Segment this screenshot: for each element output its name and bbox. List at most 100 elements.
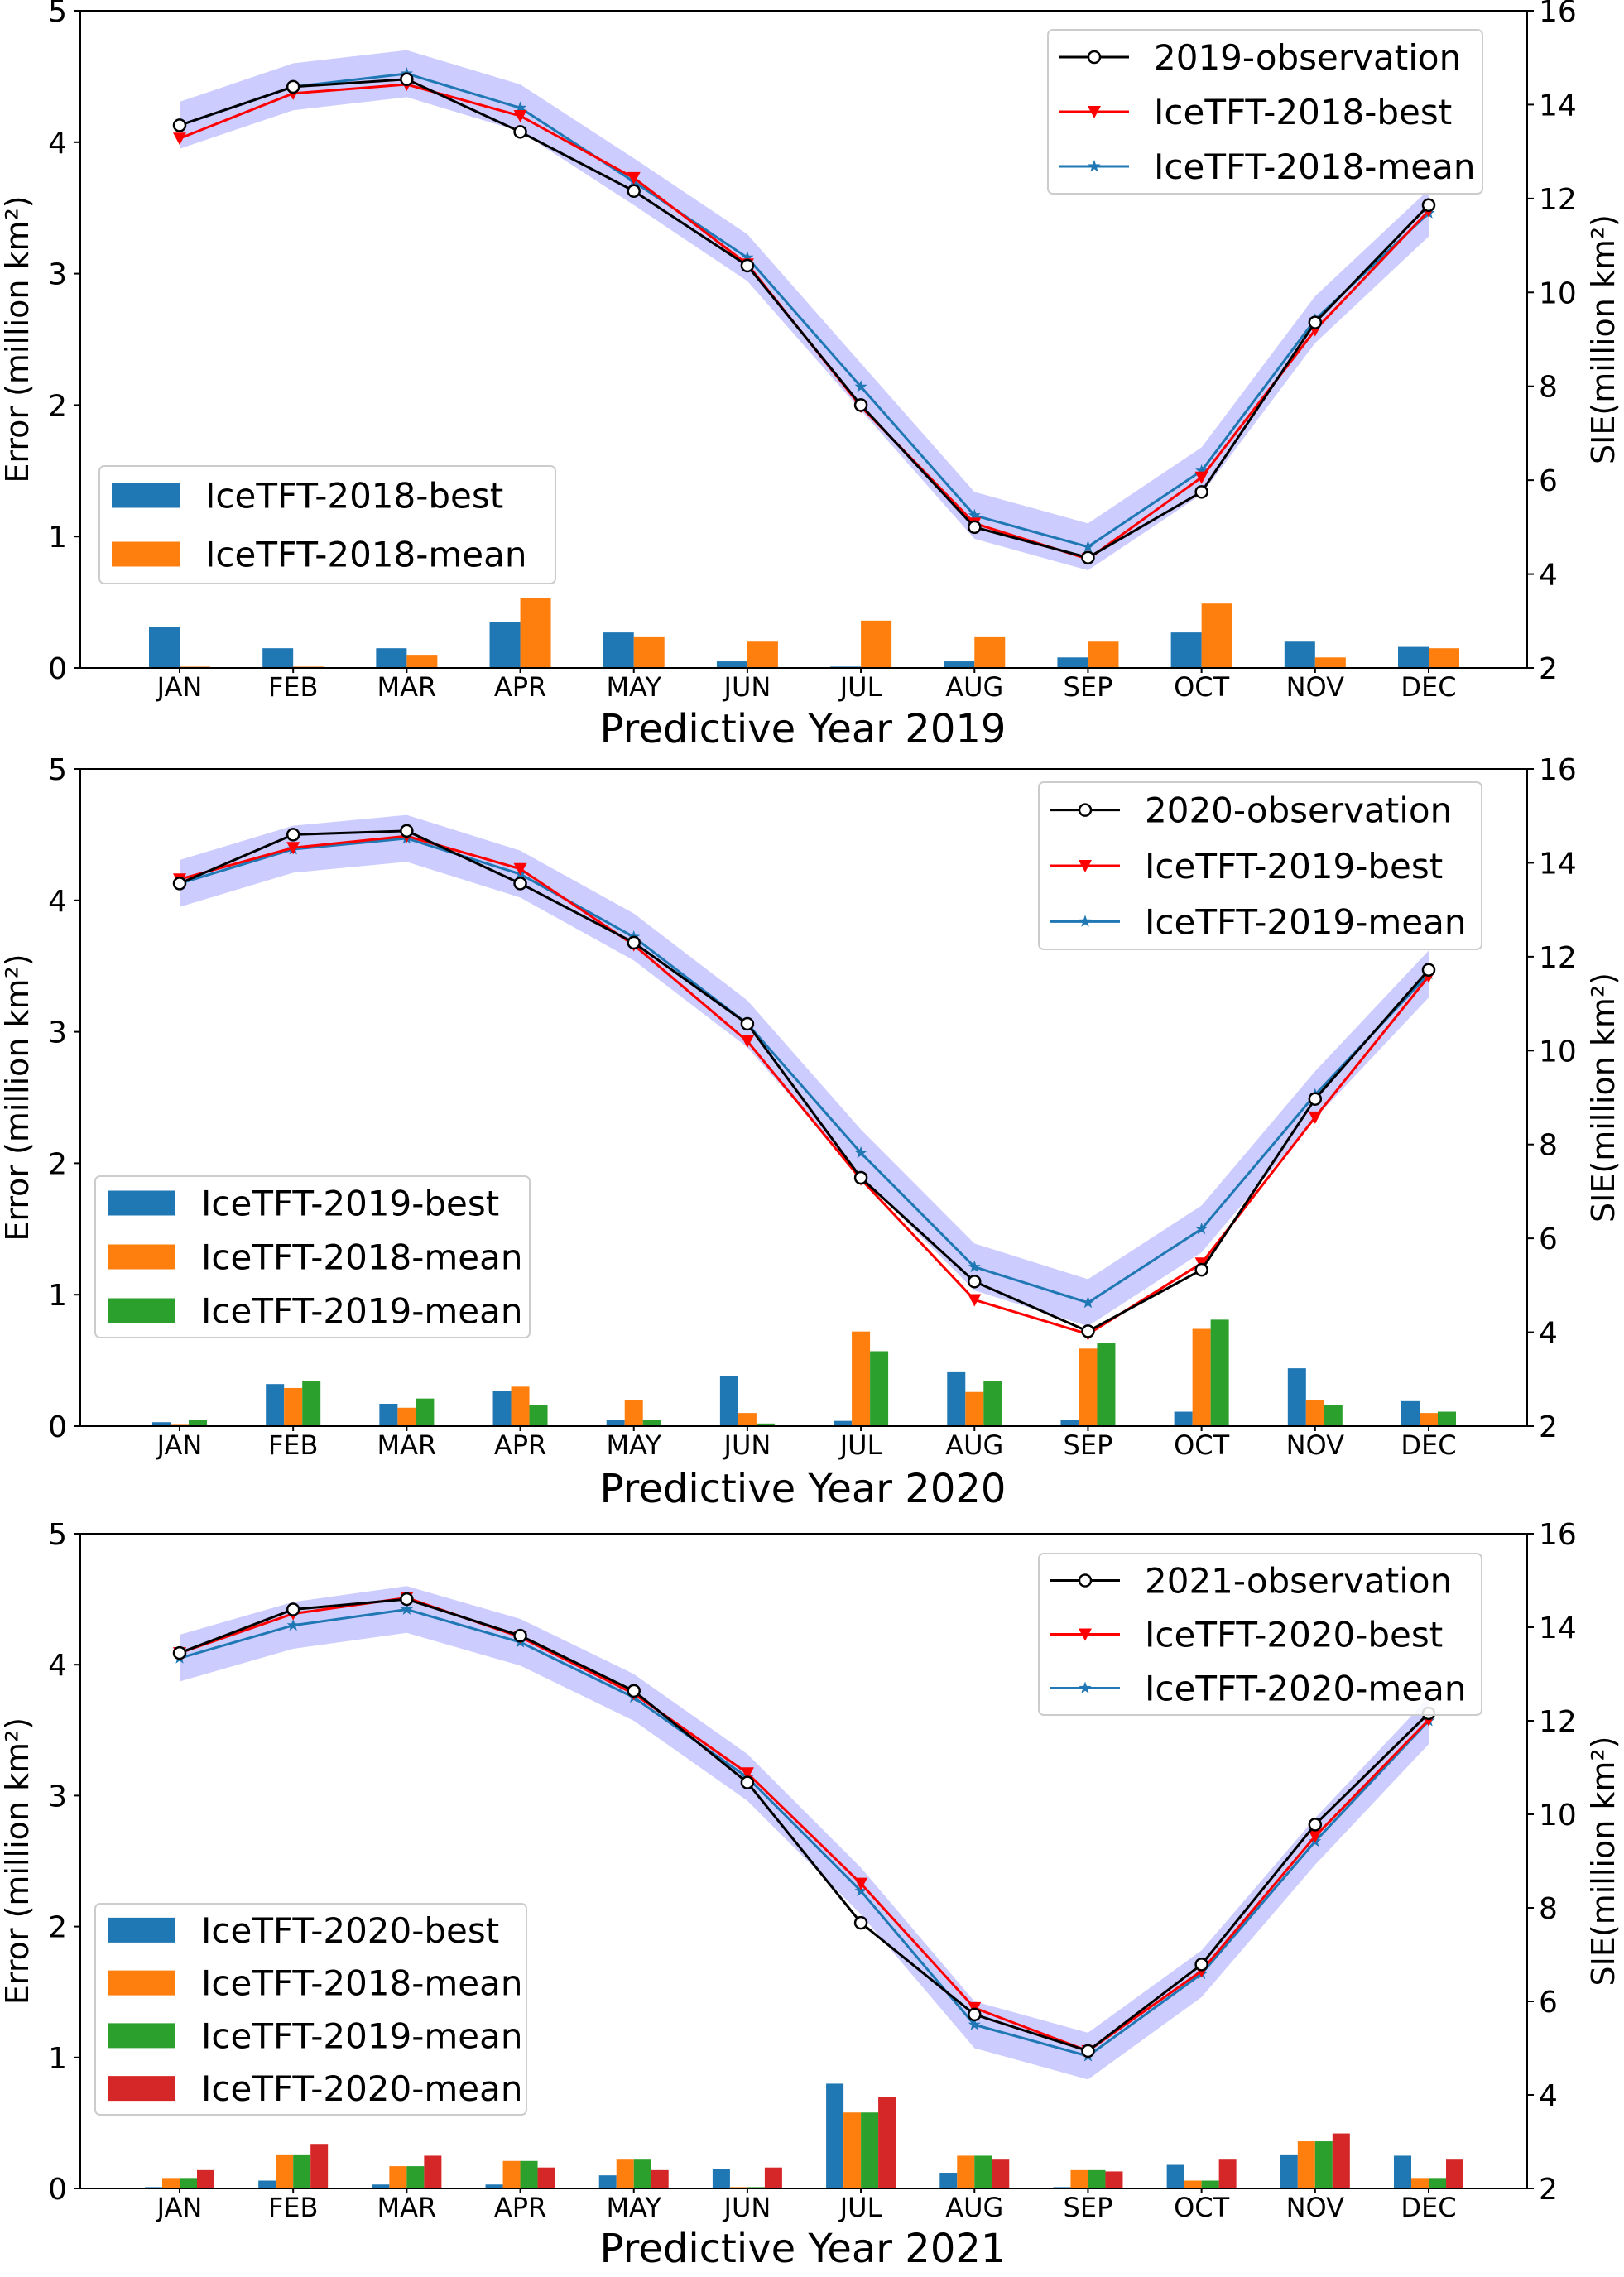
x-tick-label: NOV xyxy=(1286,671,1345,703)
right-axis-label: SIE(million km²) xyxy=(1585,973,1622,1223)
bar-legend: IceTFT-2020-best IceTFT-2018-mean IceTFT-2… xyxy=(94,1903,527,2116)
point-2021-observation-JUL xyxy=(853,1915,868,1930)
bar-IceTFT-2018-mean-DEC xyxy=(1429,648,1459,668)
bar-IceTFT-2019-best-JUL xyxy=(834,1420,853,1426)
bar-IceTFT-2019-mean-MAY xyxy=(633,2159,651,2188)
right-tick-label: 4 xyxy=(1539,559,1558,593)
x-tick-label: MAR xyxy=(377,1429,436,1461)
legend-label: IceTFT-2019-mean xyxy=(201,1291,523,1332)
bar-IceTFT-2019-mean-JAN xyxy=(180,2178,197,2188)
point-IceTFT-2020-mean-FEB xyxy=(286,1618,300,1631)
x-tick-label: SEP xyxy=(1064,671,1113,703)
legend-bar-swatch xyxy=(108,1244,175,1270)
bar-IceTFT-2018-best-MAR xyxy=(376,648,407,668)
x-tick-label: AUG xyxy=(945,2192,1003,2223)
point-2021-observation-FEB xyxy=(286,1602,300,1616)
legend-label: IceTFT-2018-best xyxy=(1154,92,1452,132)
legend-label: IceTFT-2018-mean xyxy=(201,1237,523,1278)
bar-IceTFT-2019-mean-MAY xyxy=(642,1420,661,1426)
bar-IceTFT-2019-mean-FEB xyxy=(302,1381,321,1426)
point-2020-observation-NOV xyxy=(1308,1092,1323,1106)
left-tick-label: 4 xyxy=(48,127,67,161)
x-tick-label: FEB xyxy=(268,671,319,703)
point-IceTFT-2020-mean-AUG xyxy=(968,2018,981,2030)
bar-IceTFT-2018-best-JAN xyxy=(149,627,180,668)
bar-IceTFT-2020-mean-DEC xyxy=(1446,2159,1463,2188)
right-tick-label: 12 xyxy=(1539,941,1577,975)
bar-IceTFT-2018-mean-DEC xyxy=(1411,2178,1429,2188)
point-IceTFT-2019-best-JUN xyxy=(740,1035,754,1048)
right-tick-label: 2 xyxy=(1539,652,1558,686)
x-tick-label: JUN xyxy=(723,2192,771,2223)
legend-label: IceTFT-2018-best xyxy=(205,476,503,516)
bar-IceTFT-2018-mean-SEP xyxy=(1070,2169,1088,2188)
point-2019-observation-OCT xyxy=(1194,485,1208,499)
legend-bar-swatch xyxy=(108,2023,175,2049)
x-tick-label: JUL xyxy=(838,671,882,703)
left-tick-label: 0 xyxy=(48,2173,67,2207)
bar-IceTFT-2018-mean-SEP xyxy=(1079,1348,1098,1426)
left-tick-label: 5 xyxy=(48,753,67,787)
bar-IceTFT-2018-mean-DEC xyxy=(1420,1413,1438,1426)
bar-IceTFT-2018-mean-JUL xyxy=(852,1331,871,1426)
right-tick-label: 4 xyxy=(1539,1317,1558,1351)
right-tick-label: 2 xyxy=(1539,2173,1558,2207)
point-IceTFT-2018-best-APR xyxy=(513,110,527,123)
legend-label: IceTFT-2019-mean xyxy=(1145,901,1467,942)
bar-IceTFT-2019-mean-DEC xyxy=(1429,2178,1446,2188)
bar-IceTFT-2020-best-MAY xyxy=(598,2175,617,2188)
point-2019-observation-JUN xyxy=(740,258,755,273)
bar-IceTFT-2020-best-MAR xyxy=(372,2184,390,2188)
right-tick-label: 14 xyxy=(1539,89,1577,122)
point-2021-observation-JUN xyxy=(740,1775,755,1789)
point-IceTFT-2020-best-JUN xyxy=(740,1767,754,1780)
bar-IceTFT-2018-mean-JUL xyxy=(843,2112,862,2188)
point-2019-observation-DEC xyxy=(1421,198,1436,213)
right-axis-label: SIE(million km²) xyxy=(1585,214,1622,464)
legend-label: IceTFT-2020-mean xyxy=(1145,1669,1467,1709)
legend-marker xyxy=(1079,915,1092,927)
bar-IceTFT-2019-mean-JAN xyxy=(189,1420,207,1426)
x-tick-label: JUL xyxy=(838,1429,882,1461)
bar-IceTFT-2019-mean-DEC xyxy=(1438,1411,1456,1426)
bar-IceTFT-2018-best-MAY xyxy=(603,632,634,668)
point-2021-observation-NOV xyxy=(1308,1818,1323,1832)
right-tick-label: 6 xyxy=(1539,1223,1558,1256)
point-2021-observation-SEP xyxy=(1081,2044,1095,2058)
point-2020-observation-AUG xyxy=(968,1275,982,1289)
point-IceTFT-2019-best-NOV xyxy=(1308,1111,1322,1124)
point-IceTFT-2019-best-APR xyxy=(513,862,527,876)
legend-label: 2021-observation xyxy=(1145,1561,1452,1602)
legend-label: 2019-observation xyxy=(1154,37,1461,78)
point-2019-observation-AUG xyxy=(968,520,982,535)
chart-title: Predictive Year 2020 xyxy=(600,1466,1007,1512)
x-tick-label: APR xyxy=(494,1429,546,1461)
point-IceTFT-2018-mean-JUN xyxy=(741,251,754,263)
x-tick-label: FEB xyxy=(268,1429,319,1461)
bar-IceTFT-2019-best-DEC xyxy=(1401,1400,1420,1426)
x-tick-label: OCT xyxy=(1174,2192,1230,2223)
point-IceTFT-2018-mean-SEP xyxy=(1081,540,1095,553)
bar-IceTFT-2018-mean-JUN xyxy=(747,641,778,668)
bar-IceTFT-2020-best-FEB xyxy=(258,2180,276,2188)
left-tick-label: 4 xyxy=(48,885,67,919)
bar-IceTFT-2018-mean-APR xyxy=(520,598,551,668)
right-tick-label: 16 xyxy=(1539,1518,1577,1552)
x-tick-label: SEP xyxy=(1064,2192,1113,2223)
x-tick-label: FEB xyxy=(268,2192,319,2223)
legend-box xyxy=(1047,29,1483,195)
left-tick-label: 5 xyxy=(48,1518,67,1552)
bar-IceTFT-2018-best-AUG xyxy=(944,661,975,668)
bar-legend: IceTFT-2018-best IceTFT-2018-mean xyxy=(98,465,556,584)
point-2020-observation-OCT xyxy=(1194,1262,1208,1277)
bar-IceTFT-2020-mean-JUL xyxy=(878,2097,896,2188)
bar-IceTFT-2018-mean-OCT xyxy=(1201,603,1232,668)
bar-IceTFT-2020-best-NOV xyxy=(1280,2154,1298,2188)
bar-IceTFT-2019-best-SEP xyxy=(1060,1420,1079,1426)
left-tick-label: 1 xyxy=(48,2042,67,2076)
bar-IceTFT-2018-mean-OCT xyxy=(1184,2180,1202,2188)
right-tick-label: 8 xyxy=(1539,371,1558,405)
plot-frame xyxy=(79,10,1528,669)
chart-title: Predictive Year 2019 xyxy=(600,706,1007,752)
left-tick-label: 0 xyxy=(48,652,67,686)
